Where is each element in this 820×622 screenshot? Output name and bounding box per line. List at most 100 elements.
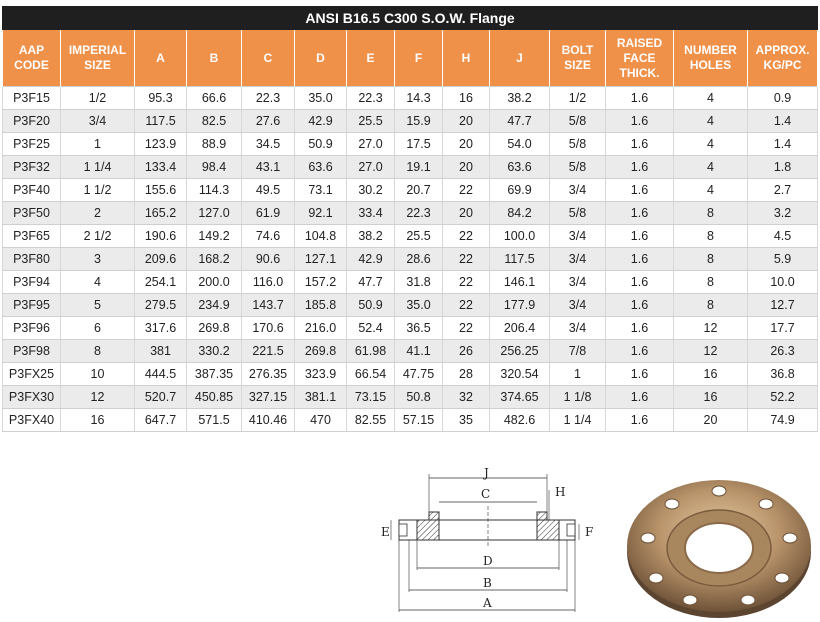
table-cell: 5 (60, 293, 135, 317)
table-cell: 381.1 (294, 385, 347, 409)
table-cell: 320.54 (489, 362, 550, 386)
table-cell: 1 1/2 (60, 178, 135, 202)
table-cell: 100.0 (489, 224, 550, 248)
table-cell: 8 (673, 201, 748, 225)
flange-photo (627, 480, 811, 618)
table-cell: 3/4 (549, 293, 606, 317)
table-cell: 1.6 (605, 155, 674, 179)
table-cell: 35 (442, 408, 490, 432)
table-cell: 22.3 (241, 86, 295, 110)
table-cell: 66.6 (186, 86, 242, 110)
label-c: C (481, 487, 490, 501)
table-cell: 17.5 (394, 132, 443, 156)
table-cell: 647.7 (134, 408, 187, 432)
table-cell: 38.2 (489, 86, 550, 110)
table-cell: 8 (673, 293, 748, 317)
table-cell: 1.8 (746, 155, 819, 179)
flange-spec-table: ANSI B16.5 C300 S.O.W. Flange AAP CODE IMP… (1, 6, 819, 432)
column-header-text: SIZE (84, 58, 111, 72)
table-cell: 157.2 (294, 270, 347, 294)
table-cell: 5/8 (549, 201, 606, 225)
table-row: P3F25 1 123.9 88.9 34.5 50.9 27.0 17.5 20 54.0 5/8… (2, 132, 819, 156)
table-cell: 1.6 (605, 109, 674, 133)
table-cell: 114.3 (186, 178, 242, 202)
table-cell: 1.4 (746, 132, 819, 156)
table-cell: 22 (442, 316, 490, 340)
table-cell: P3F50 (2, 201, 61, 225)
table-row: P3F32 1 1/4 133.4 98.4 43.1 63.6 27.0 19.1 20 63.… (2, 155, 819, 179)
table-cell: 323.9 (294, 362, 347, 386)
label-f: F (585, 525, 593, 539)
table-cell: 221.5 (241, 339, 295, 363)
table-cell: 2 1/2 (60, 224, 135, 248)
column-header: RAISED FACE THICK. (605, 29, 674, 87)
table-cell: 1/2 (549, 86, 606, 110)
table-cell: 1.6 (605, 316, 674, 340)
table-cell: 450.85 (186, 385, 242, 409)
column-header-text: BOLT (561, 43, 594, 57)
table-cell: 73.15 (346, 385, 395, 409)
table-row: P3FX25 10 444.5 387.35 276.35 323.9 66.54 47.75… (2, 362, 819, 386)
table-cell: 20 (442, 201, 490, 225)
table-cell: 123.9 (134, 132, 187, 156)
table-row: P3F95 5 279.5 234.9 143.7 185.8 50.9 35.0 22 177.… (2, 293, 819, 317)
table-cell: 43.1 (241, 155, 295, 179)
table-cell: 20 (442, 155, 490, 179)
table-cell: 444.5 (134, 362, 187, 386)
table-cell: P3F25 (2, 132, 61, 156)
table-cell: 1.6 (605, 224, 674, 248)
table-cell: 482.6 (489, 408, 550, 432)
table-cell: P3FX40 (2, 408, 61, 432)
column-header-text: APPROX. (755, 43, 810, 57)
table-cell: 155.6 (134, 178, 187, 202)
table-cell: 22.3 (394, 201, 443, 225)
table-cell: 5/8 (549, 132, 606, 156)
table-cell: 127.1 (294, 247, 347, 271)
table-cell: 84.2 (489, 201, 550, 225)
table-cell: 234.9 (186, 293, 242, 317)
table-cell: 22 (442, 178, 490, 202)
column-header: B (186, 29, 242, 87)
column-header: H (442, 29, 490, 87)
table-cell: 74.9 (746, 408, 819, 432)
table-cell: 116.0 (241, 270, 295, 294)
table-cell: P3F15 (2, 86, 61, 110)
table-cell: 1.4 (746, 109, 819, 133)
table-cell: 256.25 (489, 339, 550, 363)
table-cell: 74.6 (241, 224, 295, 248)
table-cell: 38.2 (346, 224, 395, 248)
column-header: BOLT SIZE (549, 29, 606, 87)
table-cell: 50.9 (346, 293, 395, 317)
column-header-text: A (156, 50, 165, 65)
table-cell: 15.9 (394, 109, 443, 133)
table-cell: 3/4 (549, 316, 606, 340)
table-cell: 27.6 (241, 109, 295, 133)
table-cell: P3F96 (2, 316, 61, 340)
table-cell: 1.6 (605, 385, 674, 409)
table-row: P3F98 8 381 330.2 221.5 269.8 61.98 41.1 26 256.2… (2, 339, 819, 363)
flange-cross-section-diagram: J C H E F D B A (381, 466, 593, 612)
table-cell: 1.6 (605, 270, 674, 294)
table-cell: 4.5 (746, 224, 819, 248)
table-cell: 63.6 (489, 155, 550, 179)
table-cell: P3F80 (2, 247, 61, 271)
table-cell: 3/4 (549, 270, 606, 294)
table-row: P3F94 4 254.1 200.0 116.0 157.2 47.7 31.8 22 146.… (2, 270, 819, 294)
table-cell: 22 (442, 270, 490, 294)
table-cell: 2 (60, 201, 135, 225)
table-cell: 269.8 (186, 316, 242, 340)
table-title: ANSI B16.5 C300 S.O.W. Flange (1, 6, 819, 30)
table-cell: 22 (442, 224, 490, 248)
label-e: E (381, 525, 390, 539)
column-header-text: CODE (14, 58, 49, 72)
column-header: D (294, 29, 347, 87)
table-cell: 16 (442, 86, 490, 110)
dimension-d: D (416, 540, 560, 570)
table-cell: 4 (673, 178, 748, 202)
table-cell: 571.5 (186, 408, 242, 432)
column-header-text: H (461, 50, 471, 65)
table-cell: 104.8 (294, 224, 347, 248)
table-cell: 36.8 (746, 362, 819, 386)
table-cell: 3/4 (549, 247, 606, 271)
table-cell: 1.6 (605, 339, 674, 363)
